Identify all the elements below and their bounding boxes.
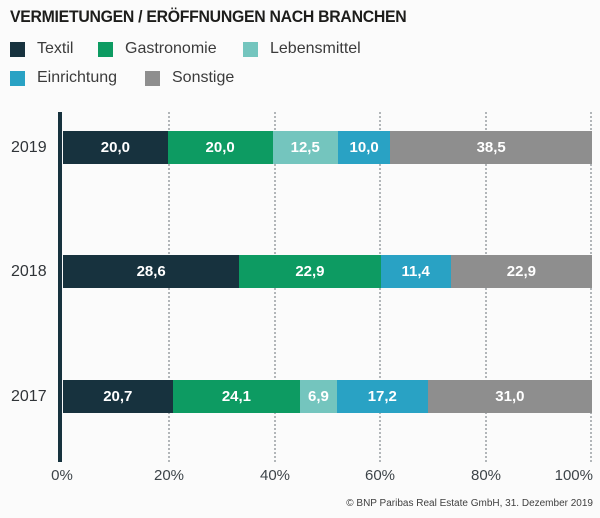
legend-item-textil: Textil	[10, 40, 73, 58]
bar-segment-sonstige-2017: 31,0	[427, 380, 592, 413]
legend-swatch-gastronomie	[98, 41, 113, 57]
legend-label: Gastronomie	[125, 40, 217, 57]
segment-value-label: 6,9	[308, 388, 329, 405]
segment-value-label: 31,0	[495, 388, 525, 405]
bar-segment-einrichtung-2017: 17,2	[336, 380, 428, 413]
segment-value-label: 20,7	[103, 388, 133, 405]
legend-swatch-textil	[10, 41, 25, 57]
bar-row-2017: 20,7 24,1 6,9 17,2 31,0	[63, 380, 592, 413]
legend-swatch-lebensmittel	[243, 41, 258, 57]
category-label-2018: 2018	[11, 263, 47, 280]
bar-segment-lebensmittel-2019: 12,5	[272, 131, 338, 164]
legend-label: Lebensmittel	[270, 40, 361, 57]
x-tick-20: 20%	[153, 467, 185, 484]
bar-row-2019: 20,0 20,0 12,5 10,0 38,5	[63, 131, 592, 164]
legend-label: Sonstige	[172, 69, 235, 86]
bar-segment-sonstige-2018: 22,9	[450, 255, 592, 288]
legend-item-gastronomie: Gastronomie	[98, 40, 217, 58]
legend-label: Textil	[37, 40, 74, 57]
bar-segment-einrichtung-2019: 10,0	[337, 131, 391, 164]
legend-label: Einrichtung	[37, 69, 118, 86]
bar-segment-sonstige-2019: 38,5	[390, 131, 592, 164]
x-tick-60: 60%	[364, 467, 396, 484]
segment-value-label: 38,5	[476, 139, 506, 156]
segment-value-label: 20,0	[100, 139, 130, 156]
segment-value-label: 11,4	[401, 263, 430, 280]
segment-value-label: 22,9	[506, 263, 536, 280]
x-tick-80: 80%	[470, 467, 502, 484]
x-tick-0: 0%	[51, 467, 73, 484]
bar-segment-lebensmittel-2017: 6,9	[300, 380, 337, 413]
bar-segment-textil-2019: 20,0	[63, 131, 168, 164]
bar-segment-gastronomie-2018: 22,9	[239, 255, 381, 288]
segment-value-label: 28,6	[136, 263, 166, 280]
legend-item-sonstige: Sonstige	[145, 69, 234, 87]
segment-value-label: 12,5	[290, 139, 320, 156]
legend-swatch-einrichtung	[10, 70, 25, 86]
x-tick-100: 100%	[554, 467, 593, 484]
segment-value-label: 22,9	[295, 263, 325, 280]
bar-segment-gastronomie-2017: 24,1	[172, 380, 301, 413]
bar-segment-gastronomie-2019: 20,0	[167, 131, 273, 164]
segment-value-label: 17,2	[367, 388, 397, 405]
bar-segment-textil-2018: 28,6	[63, 255, 240, 288]
category-label-2019: 2019	[11, 139, 47, 156]
legend-swatch-sonstige	[145, 70, 160, 86]
bar-segment-textil-2017: 20,7	[63, 380, 173, 413]
bar-segment-einrichtung-2018: 11,4	[380, 255, 451, 288]
chart-title: VERMIETUNGEN / ERÖFFNUNGEN NACH BRANCHEN	[10, 7, 407, 26]
segment-value-label: 10,0	[349, 139, 379, 156]
segment-value-label: 24,1	[221, 388, 252, 405]
segment-value-label: 20,0	[205, 139, 235, 156]
legend-item-einrichtung: Einrichtung	[10, 69, 117, 87]
category-label-2017: 2017	[11, 388, 47, 405]
copyright-footer: © BNP Paribas Real Estate GmbH, 31. Deze…	[346, 498, 593, 509]
bar-row-2018: 28,6 22,9 11,4 22,9	[63, 255, 592, 288]
y-axis-line	[58, 112, 62, 462]
x-tick-40: 40%	[259, 467, 291, 484]
legend-item-lebensmittel: Lebensmittel	[243, 40, 361, 58]
